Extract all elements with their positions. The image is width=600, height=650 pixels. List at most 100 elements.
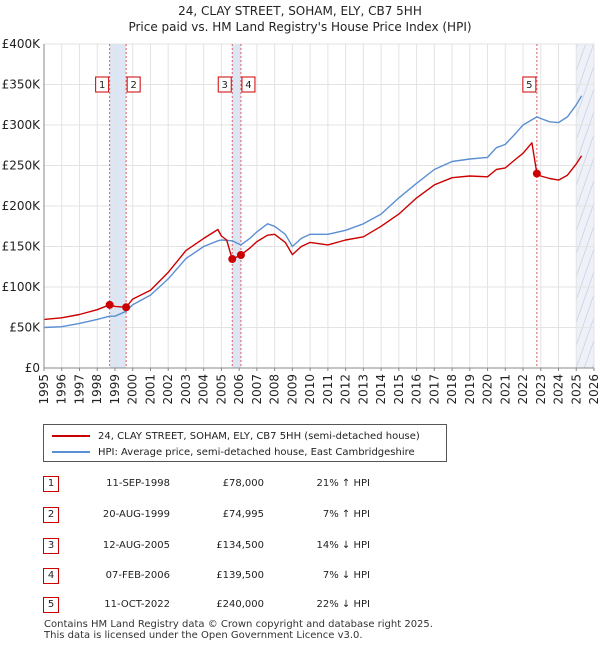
price-chart: 24, CLAY STREET, SOHAM, ELY, CB7 5HH Pri… xyxy=(2,4,600,405)
sale-number-badge: 2 xyxy=(43,507,59,523)
sale-label: 2 xyxy=(126,76,141,93)
forecast-hatch xyxy=(576,293,594,347)
sale-label-text: 4 xyxy=(245,80,251,91)
x-tick-label: 2007 xyxy=(250,374,264,405)
sale-point xyxy=(532,169,541,178)
chart-subtitle: Price paid vs. HM Land Registry's House … xyxy=(128,20,471,34)
series-line-hpi xyxy=(43,95,583,329)
x-tick-label: 1995 xyxy=(37,374,51,405)
sale-point xyxy=(236,251,245,260)
sale-point xyxy=(105,300,114,309)
x-tick-label: 2009 xyxy=(285,374,299,405)
x-tick-label: 1999 xyxy=(108,374,122,405)
x-tick-label: 2025 xyxy=(569,374,583,405)
x-tick-label: 2015 xyxy=(392,374,406,405)
legend-item-hpi: HPI: Average price, semi-detached house,… xyxy=(52,444,415,460)
sale-label: 5 xyxy=(522,76,537,93)
x-tick-label: 2003 xyxy=(179,374,193,405)
sale-point xyxy=(228,255,237,264)
x-tick-label: 2012 xyxy=(339,374,353,405)
sale-price: £74,995 xyxy=(222,509,264,520)
sale-date: 11-SEP-1998 xyxy=(106,478,170,489)
y-tick-label: £100K xyxy=(2,280,42,294)
x-tick-label: 2011 xyxy=(321,374,335,405)
sale-date: 07-FEB-2006 xyxy=(105,570,170,581)
sale-date: 12-AUG-2005 xyxy=(102,540,170,551)
table-row: 2 20-AUG-1999 £74,995 7% ↑ HPI xyxy=(40,505,440,525)
x-tick-label: 2018 xyxy=(445,374,459,405)
x-tick-label: 2023 xyxy=(534,374,548,405)
sale-date: 20-AUG-1999 xyxy=(102,509,170,520)
sale-price: £240,000 xyxy=(216,599,264,610)
x-tick-label: 2010 xyxy=(303,374,317,405)
sale-label-box xyxy=(126,76,141,93)
x-tick-label: 2026 xyxy=(587,374,600,405)
x-tick-label: 2008 xyxy=(268,374,282,405)
x-tick-label: 2004 xyxy=(197,374,211,405)
forecast-hatch xyxy=(576,64,594,118)
y-tick-label: £150K xyxy=(2,240,42,254)
x-tick-label: 2017 xyxy=(427,374,441,405)
sale-label-text: 5 xyxy=(526,80,532,91)
sale-label: 4 xyxy=(241,76,256,93)
sale-hpi-diff: 21% ↑ HPI xyxy=(316,478,370,489)
chart-title: 24, CLAY STREET, SOHAM, ELY, CB7 5HH xyxy=(178,4,422,18)
y-tick-label: £250K xyxy=(2,159,42,173)
x-tick-label: 1997 xyxy=(72,374,86,405)
sale-date: 11-OCT-2022 xyxy=(104,599,170,610)
y-tick-label: £50K xyxy=(9,321,41,335)
legend-item-property: 24, CLAY STREET, SOHAM, ELY, CB7 5HH (se… xyxy=(52,428,420,444)
x-tick-label: 2024 xyxy=(552,374,566,405)
y-tick-label: £400K xyxy=(2,37,42,51)
x-tick-label: 2013 xyxy=(356,374,370,405)
y-tick-label: £200K xyxy=(2,199,42,213)
chart-legend: 24, CLAY STREET, SOHAM, ELY, CB7 5HH (se… xyxy=(43,424,447,462)
sale-label-text: 3 xyxy=(222,80,228,91)
table-row: 1 11-SEP-1998 £78,000 21% ↑ HPI xyxy=(40,474,440,494)
series-line-property xyxy=(43,142,583,321)
x-tick-label: 2002 xyxy=(161,374,175,405)
legend-label-property: 24, CLAY STREET, SOHAM, ELY, CB7 5HH (se… xyxy=(98,430,420,442)
table-row: 3 12-AUG-2005 £134,500 14% ↓ HPI xyxy=(40,536,440,556)
sale-hpi-diff: 14% ↓ HPI xyxy=(316,540,370,551)
sale-label: 3 xyxy=(217,76,232,93)
sale-number-badge: 3 xyxy=(43,538,59,554)
sale-hpi-diff: 7% ↓ HPI xyxy=(322,570,370,581)
forecast-hatch xyxy=(576,270,594,324)
x-tick-label: 2014 xyxy=(374,374,388,405)
sale-label-box xyxy=(522,76,537,93)
x-tick-label: 1998 xyxy=(90,374,104,405)
sale-number-badge: 4 xyxy=(43,568,59,584)
legend-label-hpi: HPI: Average price, semi-detached house,… xyxy=(98,446,415,458)
x-tick-label: 2021 xyxy=(498,374,512,405)
sale-price: £78,000 xyxy=(222,478,264,489)
x-tick-label: 2022 xyxy=(516,374,530,405)
x-tick-label: 2016 xyxy=(410,374,424,405)
footer-attribution: Contains HM Land Registry data © Crown c… xyxy=(44,619,433,641)
sale-price: £139,500 xyxy=(216,570,264,581)
legend-swatch-property xyxy=(52,435,90,437)
sale-point xyxy=(122,303,131,312)
y-tick-label: £0 xyxy=(25,361,40,375)
y-tick-label: £300K xyxy=(2,118,42,132)
sale-price: £134,500 xyxy=(216,540,264,551)
x-tick-label: 2005 xyxy=(214,374,228,405)
sale-label-text: 1 xyxy=(99,80,105,91)
x-tick-label: 2001 xyxy=(143,374,157,405)
sale-hpi-diff: 22% ↓ HPI xyxy=(316,599,370,610)
footer-copyright: Contains HM Land Registry data © Crown c… xyxy=(44,619,433,630)
table-row: 4 07-FEB-2006 £139,500 7% ↓ HPI xyxy=(40,566,440,586)
sale-label-box xyxy=(241,76,256,93)
sale-hpi-diff: 7% ↑ HPI xyxy=(322,509,370,520)
sale-label-text: 2 xyxy=(130,80,136,91)
forecast-hatch xyxy=(576,87,594,141)
sale-number-badge: 5 xyxy=(43,597,59,613)
x-tick-label: 1996 xyxy=(55,374,69,405)
x-tick-label: 2000 xyxy=(126,374,140,405)
y-tick-label: £350K xyxy=(2,78,42,92)
x-tick-label: 2019 xyxy=(463,374,477,405)
footer-licence: This data is licensed under the Open Gov… xyxy=(44,630,363,641)
sale-label-box xyxy=(95,76,110,93)
x-tick-label: 2020 xyxy=(481,374,495,405)
sale-label: 1 xyxy=(95,76,110,93)
